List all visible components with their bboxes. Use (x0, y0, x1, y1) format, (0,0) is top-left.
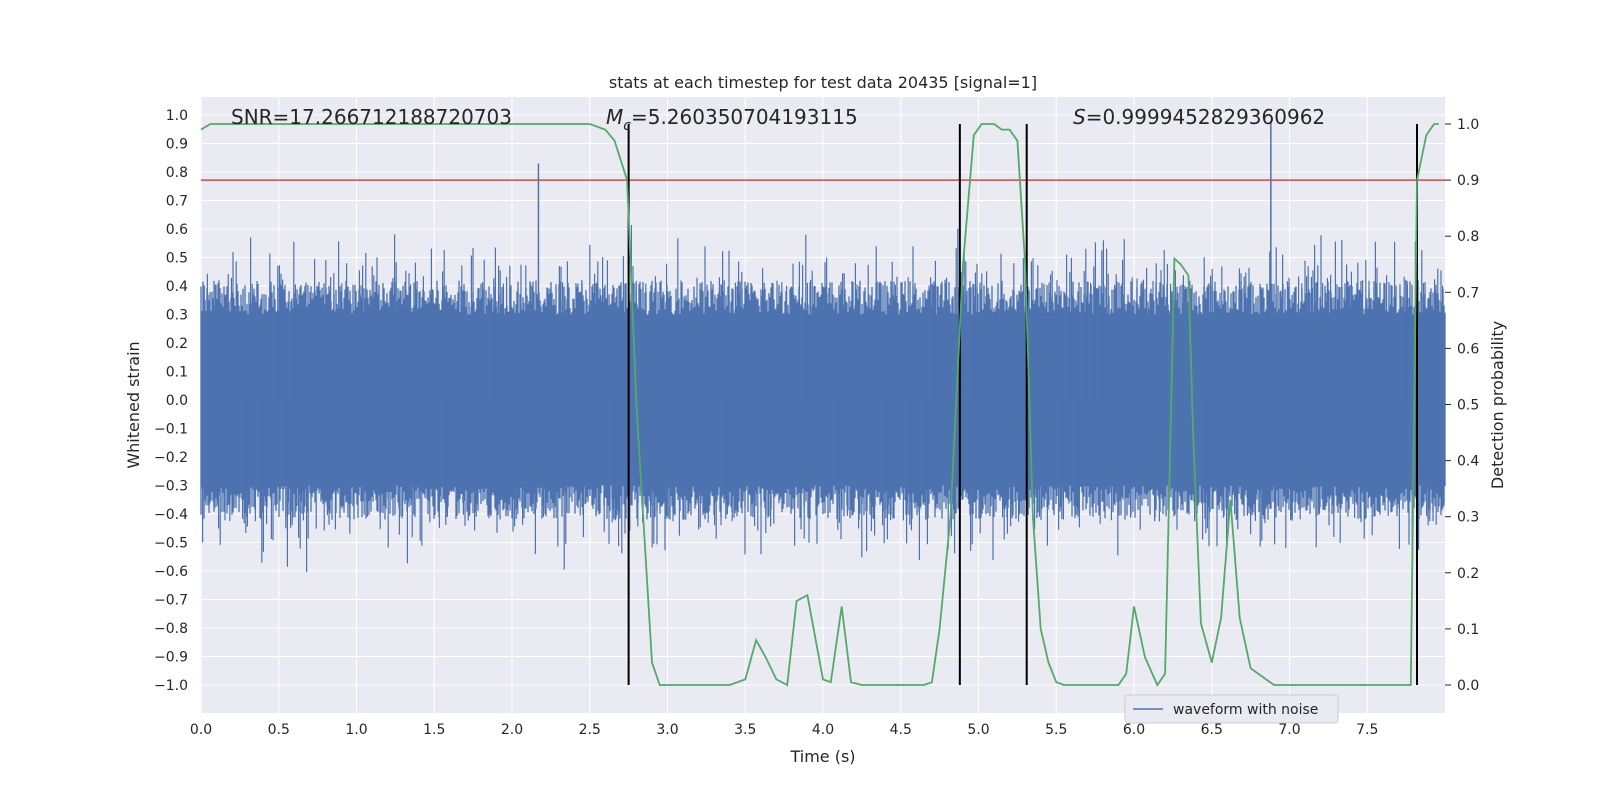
y2-axis-ticks: 1.0 0.9 0.8 0.7 0.6 0.5 0.4 0.3 0.2 0.1 0.0 (1445, 117, 1479, 694)
chirp-mass-symbol: M (606, 105, 623, 129)
y2-tick-label: 0.9 (1457, 173, 1479, 189)
x-tick-label: 7.5 (1356, 722, 1378, 738)
x-tick-label: 1.0 (345, 722, 367, 738)
y-tick-label: 0.1 (166, 365, 188, 381)
y2-tick-label: 0.8 (1457, 229, 1479, 245)
y-tick-label: −0.3 (154, 479, 188, 495)
significance-symbol: S (1073, 105, 1086, 129)
y-axis-label: Whitened strain (124, 341, 143, 468)
x-tick-label: 2.5 (579, 722, 601, 738)
y-tick-label: 0.7 (166, 194, 188, 210)
y2-tick-label: 0.6 (1457, 341, 1479, 357)
y2-tick-label: 1.0 (1457, 117, 1479, 133)
legend-label: waveform with noise (1173, 702, 1318, 718)
x-tick-label: 5.5 (1045, 722, 1067, 738)
overlays (200, 123, 1445, 687)
y-axis-ticks: 1.0 0.9 0.8 0.7 0.6 0.5 0.4 0.3 0.2 0.1 0.0 −0.1 −0.… (154, 108, 188, 694)
y2-tick-label: 0.4 (1457, 454, 1479, 470)
chirp-mass-annotation: Mc=5.260350704193115 (606, 105, 858, 134)
y-tick-label: 0.3 (166, 308, 188, 324)
y-tick-label: 0.6 (166, 222, 188, 238)
y-tick-label: 0.9 (166, 137, 188, 153)
chart-title: stats at each timestep for test data 204… (609, 73, 1037, 92)
detection-probability-line (200, 123, 1439, 687)
y-tick-label: 0.2 (166, 336, 188, 352)
x-tick-label: 3.0 (656, 722, 678, 738)
y-tick-label: −1.0 (154, 678, 188, 694)
x-tick-label: 4.5 (890, 722, 912, 738)
y-tick-label: 0.5 (166, 251, 188, 267)
chirp-mass-subscript: c (623, 118, 631, 134)
y2-tick-label: 0.0 (1457, 678, 1479, 694)
y-tick-label: −0.2 (154, 450, 188, 466)
y2-tick-label: 0.7 (1457, 285, 1479, 301)
x-axis-label: Time (s) (789, 747, 855, 766)
y-tick-label: 0.8 (166, 165, 188, 181)
y-tick-label: −0.9 (154, 650, 188, 666)
y-tick-label: −0.1 (154, 422, 188, 438)
y-tick-label: −0.7 (154, 593, 188, 609)
x-tick-label: 7.0 (1278, 722, 1300, 738)
significance-annotation: S=0.9999452829360962 (1073, 105, 1325, 129)
y2-tick-label: 0.2 (1457, 566, 1479, 582)
y-tick-label: 0.4 (166, 279, 188, 295)
legend-box (1124, 694, 1339, 724)
x-tick-label: 1.5 (423, 722, 445, 738)
y-tick-label: −0.6 (154, 564, 188, 580)
y2-tick-label: 0.5 (1457, 398, 1479, 414)
y2-tick-label: 0.3 (1457, 510, 1479, 526)
waveform-spikes (202, 225, 1444, 572)
y-tick-label: 0.0 (166, 393, 188, 409)
y-tick-label: −0.8 (154, 621, 188, 637)
x-tick-label: 4.0 (812, 722, 834, 738)
x-tick-label: 3.5 (734, 722, 756, 738)
y-tick-label: 1.0 (166, 108, 188, 124)
x-tick-label: 0.0 (190, 722, 212, 738)
snr-annotation: SNR=17.266712188720703 (231, 105, 512, 129)
significance-value: =0.9999452829360962 (1086, 105, 1325, 129)
x-axis-ticks: 0.0 0.5 1.0 1.5 2.0 2.5 3.0 3.5 4.0 4.5 5.0 5.5 6.0 6… (190, 722, 1379, 738)
chirp-mass-value: =5.260350704193115 (631, 105, 858, 129)
legend: waveform with noise (1124, 694, 1339, 724)
y2-tick-label: 0.1 (1457, 622, 1479, 638)
y2-axis-label: Detection probability (1488, 321, 1507, 489)
x-tick-label: 6.5 (1201, 722, 1223, 738)
strain-series (200, 120, 1446, 572)
x-tick-label: 0.5 (268, 722, 290, 738)
x-tick-label: 6.0 (1123, 722, 1145, 738)
y-tick-label: −0.4 (154, 507, 188, 523)
y-tick-label: −0.5 (154, 536, 188, 552)
x-tick-label: 5.0 (967, 722, 989, 738)
x-tick-label: 2.0 (501, 722, 523, 738)
